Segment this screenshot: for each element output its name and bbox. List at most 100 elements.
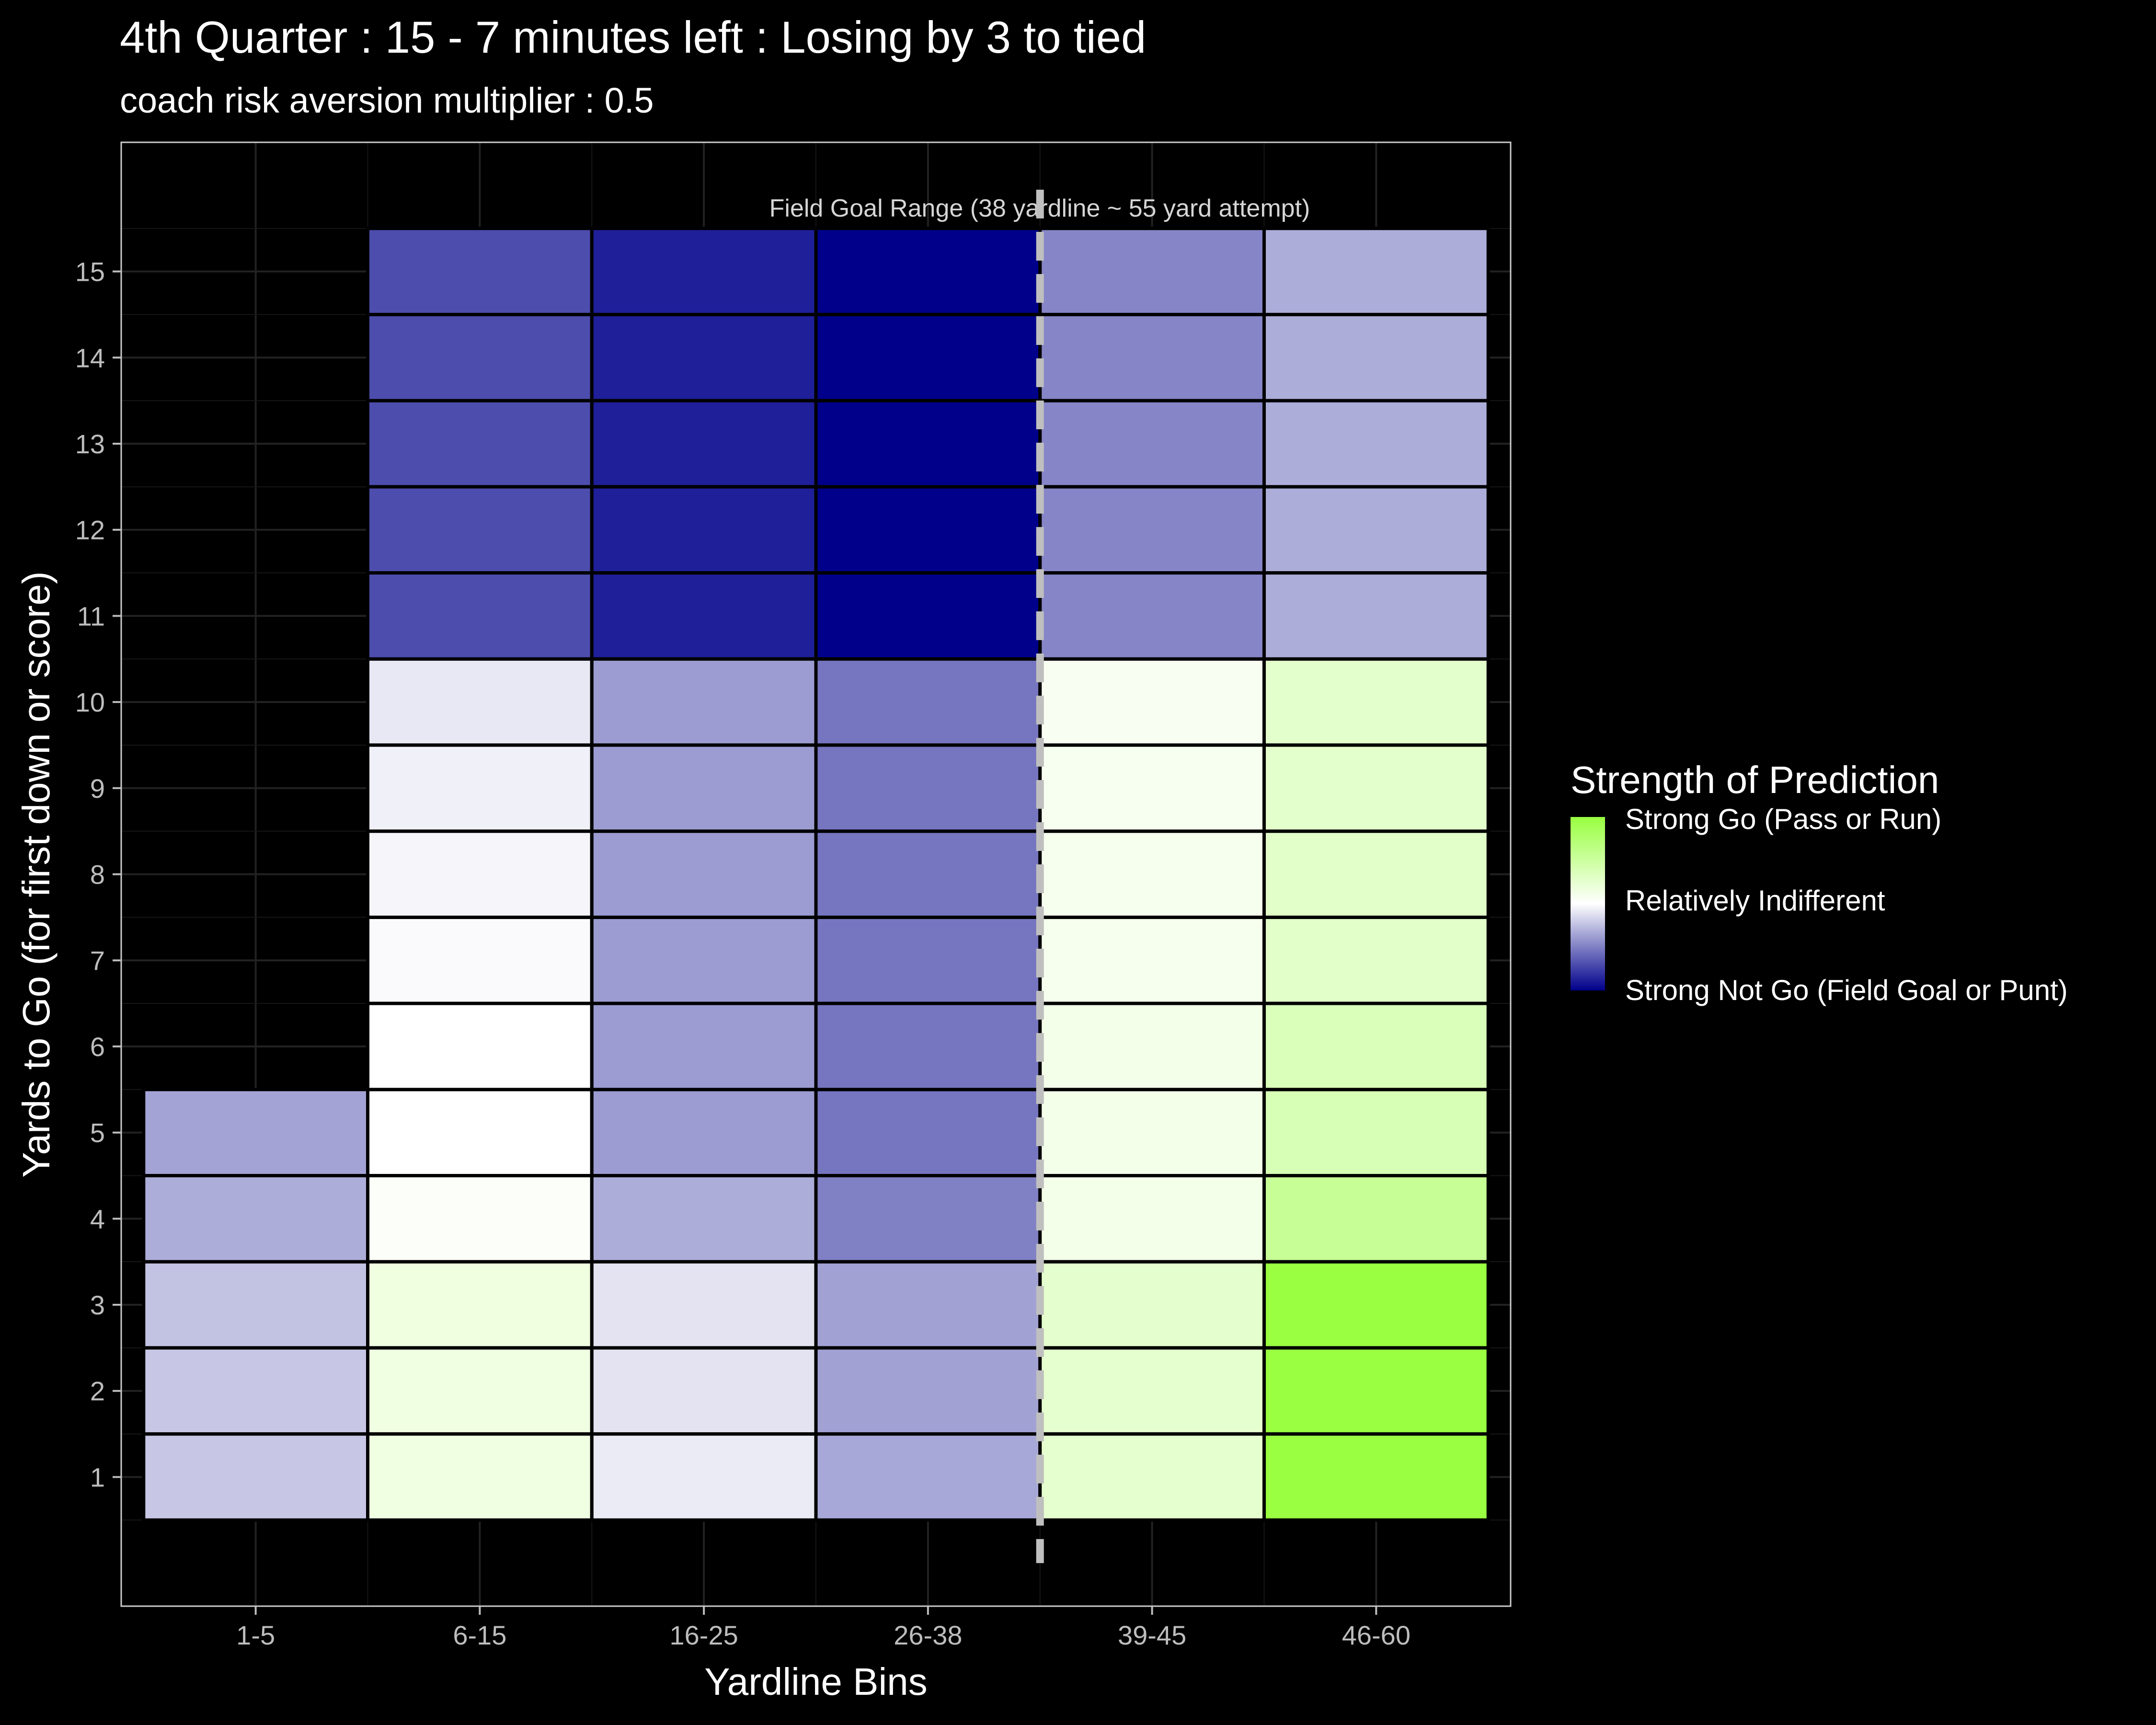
heatmap-cell <box>590 485 818 575</box>
heatmap-cell <box>366 1173 594 1264</box>
heatmap-cell <box>590 915 818 1005</box>
heatmap-cell <box>1262 227 1490 316</box>
heatmap-cell <box>814 1346 1042 1436</box>
heatmap-cell <box>1262 1260 1490 1350</box>
y-tick-label: 10 <box>75 687 105 717</box>
heatmap-cell <box>1038 399 1266 489</box>
heatmap-cell <box>1262 399 1490 489</box>
heatmap-cell <box>1038 829 1266 919</box>
heatmap-cell <box>1262 1432 1490 1522</box>
y-tick-label: 3 <box>90 1290 105 1320</box>
heatmap-cells <box>142 227 1490 1522</box>
heatmap-cell <box>1038 1260 1266 1350</box>
heatmap-cell <box>590 571 818 661</box>
heatmap-cell <box>590 1001 818 1092</box>
heatmap-cell <box>1262 829 1490 919</box>
y-tick-label: 5 <box>90 1118 105 1148</box>
heatmap-cell <box>1038 1346 1266 1436</box>
heatmap-cell <box>1038 1173 1266 1264</box>
heatmap-cell <box>814 1088 1042 1177</box>
heatmap-cell <box>814 657 1042 747</box>
heatmap-cell <box>1038 312 1266 402</box>
heatmap-cell <box>1262 571 1490 661</box>
x-axis-ticks: 1-5 6-15 16-25 26-38 39-45 46-60 <box>236 1606 1411 1650</box>
field-goal-range-marker: Field Goal Range (38 yardline ~ 55 yard … <box>769 189 1310 1564</box>
heatmap-cell <box>1262 915 1490 1005</box>
heatmap-cell <box>1038 743 1266 833</box>
y-tick-label: 6 <box>90 1032 105 1062</box>
heatmap-cell <box>590 227 818 316</box>
y-tick-label: 13 <box>75 429 105 459</box>
heatmap-cell <box>590 1173 818 1264</box>
y-tick-label: 14 <box>75 343 105 373</box>
heatmap-cell <box>1038 1001 1266 1092</box>
heatmap-cell <box>1038 915 1266 1005</box>
legend-label-strong-go: Strong Go (Pass or Run) <box>1625 803 1941 835</box>
heatmap-cell <box>366 657 594 747</box>
heatmap-cell <box>1262 485 1490 575</box>
heatmap-cell <box>366 743 594 833</box>
heatmap-cell <box>1262 1173 1490 1264</box>
x-tick-label: 1-5 <box>236 1620 275 1650</box>
heatmap-cell <box>142 1346 370 1436</box>
heatmap-cell <box>814 571 1042 661</box>
heatmap-cell <box>1262 1001 1490 1092</box>
legend: Strength of Prediction Strong Go (Pass o… <box>1571 759 2068 1006</box>
heatmap-cell <box>366 1088 594 1177</box>
heatmap-cell <box>366 571 594 661</box>
y-tick-label: 8 <box>90 860 105 890</box>
heatmap-cell <box>590 1432 818 1522</box>
y-tick-label: 9 <box>90 773 105 804</box>
heatmap-cell <box>590 312 818 402</box>
heatmap-cell <box>366 1260 594 1350</box>
chart-title: 4th Quarter : 15 - 7 minutes left : Losi… <box>120 12 1146 62</box>
heatmap-cell <box>366 227 594 316</box>
heatmap-cell <box>590 1346 818 1436</box>
heatmap-cell <box>590 829 818 919</box>
legend-title: Strength of Prediction <box>1571 759 1939 801</box>
x-axis-title: Yardline Bins <box>704 1660 927 1703</box>
y-tick-label: 11 <box>77 601 105 631</box>
heatmap-cell <box>814 829 1042 919</box>
heatmap-cell <box>814 915 1042 1005</box>
heatmap-cell <box>814 1432 1042 1522</box>
heatmap-cell <box>1262 743 1490 833</box>
heatmap-cell <box>366 485 594 575</box>
heatmap-cell <box>1038 657 1266 747</box>
x-tick-label: 6-15 <box>453 1620 506 1650</box>
x-tick-label: 46-60 <box>1342 1620 1411 1650</box>
heatmap-cell <box>814 1001 1042 1092</box>
heatmap-cell <box>142 1260 370 1350</box>
legend-colorbar <box>1571 817 1605 990</box>
heatmap-cell <box>366 1001 594 1092</box>
heatmap-cell <box>814 743 1042 833</box>
heatmap-cell <box>366 312 594 402</box>
heatmap-cell <box>814 1173 1042 1264</box>
heatmap-cell <box>590 1088 818 1177</box>
y-axis-title: Yards to Go (for first down or score) <box>15 571 57 1178</box>
x-tick-label: 26-38 <box>894 1620 962 1650</box>
heatmap-cell <box>590 1260 818 1350</box>
heatmap-cell <box>814 312 1042 402</box>
heatmap-cell <box>814 399 1042 489</box>
heatmap-cell <box>366 1346 594 1436</box>
legend-label-indifferent: Relatively Indifferent <box>1625 885 1885 917</box>
y-tick-label: 4 <box>90 1204 105 1234</box>
y-tick-label: 1 <box>90 1462 105 1492</box>
heatmap-cell <box>1038 227 1266 316</box>
heatmap-cell <box>366 1432 594 1522</box>
heatmap-cell <box>1038 1088 1266 1177</box>
y-tick-label: 15 <box>75 257 105 287</box>
x-tick-label: 16-25 <box>670 1620 738 1650</box>
heatmap-cell <box>142 1173 370 1264</box>
chart-subtitle: coach risk aversion multiplier : 0.5 <box>120 80 654 120</box>
plot-panel: Field Goal Range (38 yardline ~ 55 yard … <box>120 141 1512 1607</box>
heatmap-cell <box>142 1088 370 1177</box>
heatmap-cell <box>1262 1346 1490 1436</box>
heatmap-cell <box>590 399 818 489</box>
x-tick-label: 39-45 <box>1118 1620 1186 1650</box>
heatmap-cell <box>366 399 594 489</box>
heatmap-cell <box>1038 485 1266 575</box>
